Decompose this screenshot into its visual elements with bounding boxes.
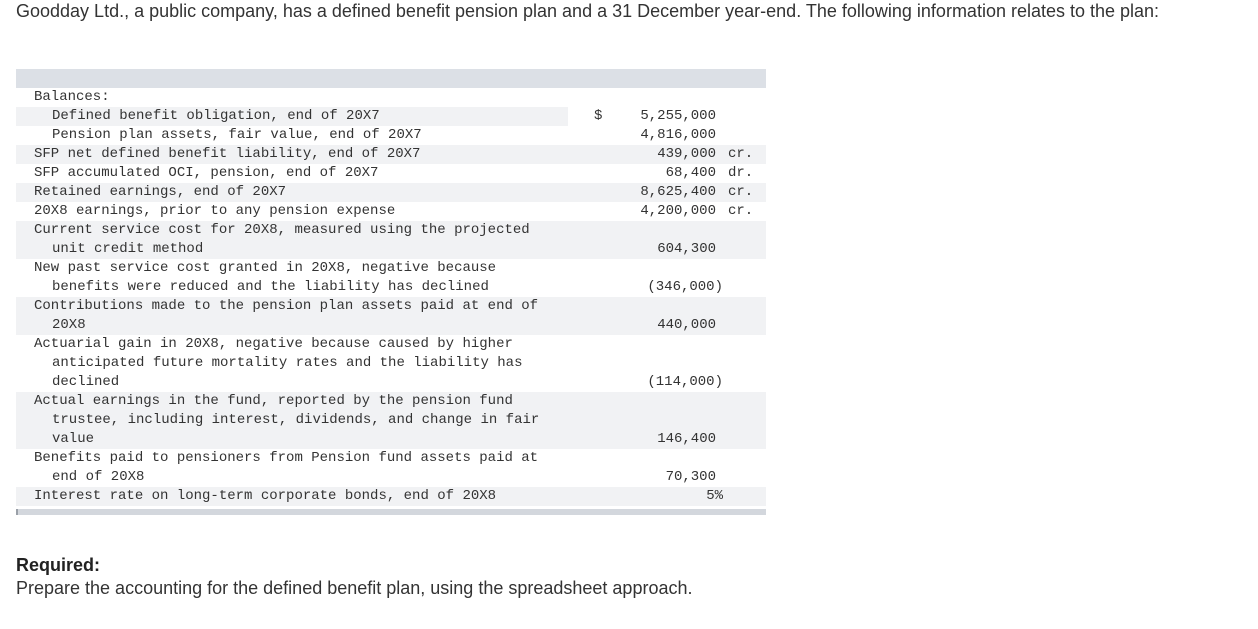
problem-intro: Goodday Ltd., a public company, has a de… — [16, 1, 1160, 21]
table-row: Current service cost for 20X8, measured … — [16, 221, 766, 259]
row-label-line: benefits were reduced and the liability … — [52, 279, 489, 295]
table-row: Actual earnings in the fund, reported by… — [16, 392, 766, 449]
row-label: Retained earnings, end of 20X7 — [34, 184, 287, 200]
row-label-line: end of 20X8 — [52, 469, 145, 485]
row-note: cr. — [728, 146, 754, 162]
table-bottom-band — [16, 509, 766, 515]
currency-symbol: $ — [594, 108, 603, 124]
table-row: Balances: — [16, 88, 766, 107]
row-value: 5% — [706, 488, 723, 504]
table-row: SFP accumulated OCI, pension, end of 20X… — [16, 164, 766, 183]
row-label-line: declined — [52, 374, 120, 390]
table-top-band — [16, 69, 766, 88]
row-value: 604,300 — [657, 241, 716, 257]
table-row: Benefits paid to pensioners from Pension… — [16, 449, 766, 487]
row-value: 439,000 — [657, 146, 716, 162]
row-value: 440,000 — [657, 317, 716, 333]
row-label-line: Actuarial gain in 20X8, negative because… — [34, 336, 513, 352]
row-value: 5,255,000 — [640, 108, 716, 124]
row-label-line: unit credit method — [52, 241, 204, 257]
row-value: 70,300 — [665, 469, 716, 485]
row-label-line: Contributions made to the pension plan a… — [34, 298, 539, 314]
balances-heading: Balances: — [34, 89, 110, 105]
row-label-line: trustee, including interest, dividends, … — [52, 412, 540, 428]
row-label: SFP accumulated OCI, pension, end of 20X… — [34, 165, 379, 181]
row-value: (346,000) — [647, 279, 723, 295]
row-value: 146,400 — [657, 431, 716, 447]
required-heading: Required: — [16, 555, 101, 575]
row-label: Interest rate on long-term corporate bon… — [34, 488, 497, 504]
row-label-line: New past service cost granted in 20X8, n… — [34, 260, 497, 276]
row-label: Pension plan assets, fair value, end of … — [52, 127, 422, 143]
table-row: SFP net defined benefit liability, end o… — [16, 145, 766, 164]
row-value: 68,400 — [665, 165, 716, 181]
row-label: 20X8 earnings, prior to any pension expe… — [34, 203, 396, 219]
row-note: cr. — [728, 203, 754, 219]
table-body: Balances: Defined benefit obligation, en… — [16, 88, 766, 509]
table-row: Pension plan assets, fair value, end of … — [16, 126, 766, 145]
row-label-line: Current service cost for 20X8, measured … — [34, 222, 530, 238]
table-row: Actuarial gain in 20X8, negative because… — [16, 335, 766, 392]
table-row: New past service cost granted in 20X8, n… — [16, 259, 766, 297]
table-row: Interest rate on long-term corporate bon… — [16, 487, 766, 506]
table-row: 20X8 earnings, prior to any pension expe… — [16, 202, 766, 221]
table-row: Retained earnings, end of 20X7 8,625,400… — [16, 183, 766, 202]
row-label-line: value — [52, 431, 95, 447]
pension-data-table: Balances: Defined benefit obligation, en… — [16, 69, 766, 515]
row-label-line: Benefits paid to pensioners from Pension… — [34, 450, 539, 466]
row-label: Defined benefit obligation, end of 20X7 — [52, 108, 380, 124]
row-value: (114,000) — [647, 374, 723, 390]
row-value: 4,200,000 — [640, 203, 716, 219]
table-row: Defined benefit obligation, end of 20X7 … — [16, 107, 766, 126]
row-note: cr. — [728, 184, 754, 200]
row-label: SFP net defined benefit liability, end o… — [34, 146, 421, 162]
row-note: dr. — [728, 165, 754, 181]
row-label-line: anticipated future mortality rates and t… — [52, 355, 523, 371]
table-row: Contributions made to the pension plan a… — [16, 297, 766, 335]
row-label-line: Actual earnings in the fund, reported by… — [34, 393, 513, 409]
row-value: 4,816,000 — [640, 127, 716, 143]
table-row — [16, 107, 568, 126]
row-value: 8,625,400 — [640, 184, 716, 200]
row-label-line: 20X8 — [52, 317, 86, 333]
required-instruction: Prepare the accounting for the defined b… — [16, 578, 693, 598]
